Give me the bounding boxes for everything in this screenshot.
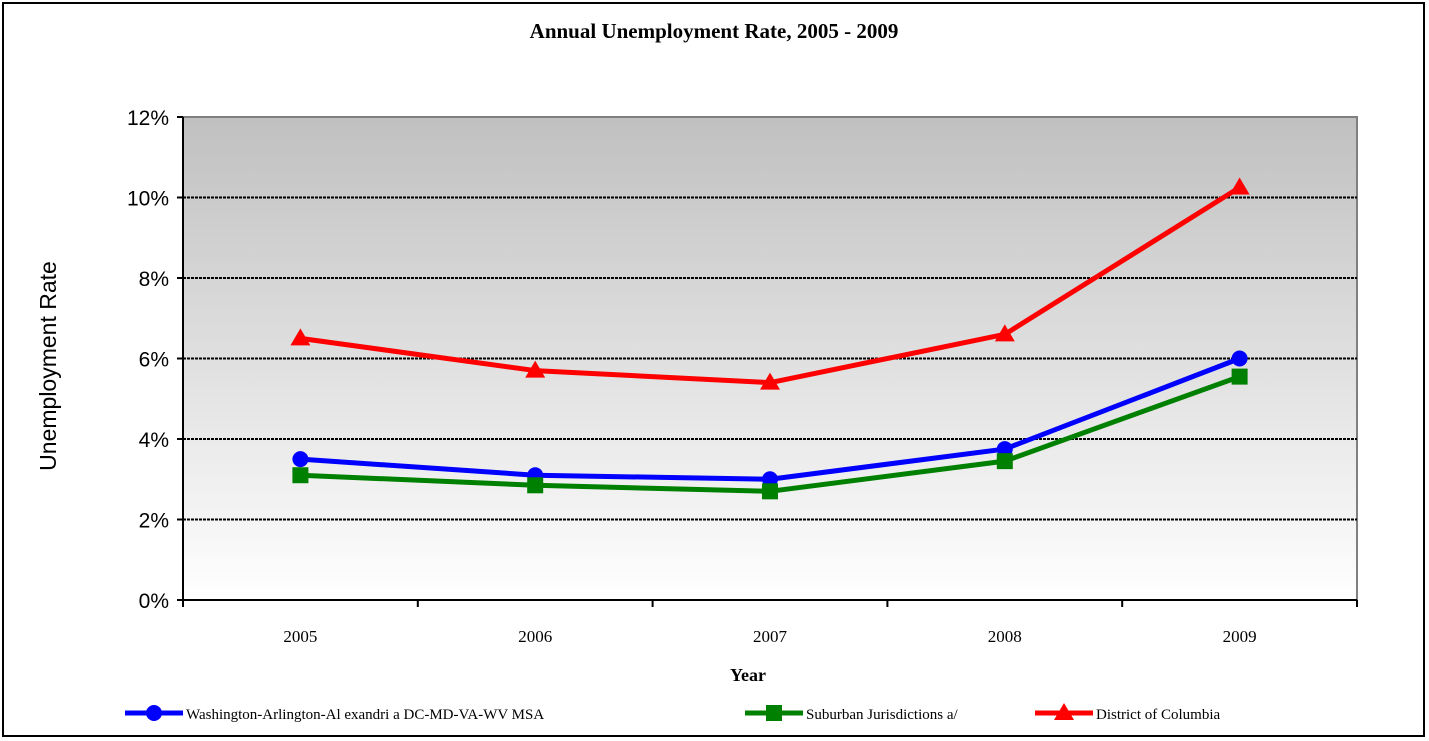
data-point [290,328,311,346]
series-lines [290,177,1250,500]
chart-title: Annual Unemployment Rate, 2005 - 2009 [530,19,899,43]
x-tick-label: 2008 [988,627,1022,646]
legend-marker [146,705,162,721]
x-tick-label: 2005 [283,627,317,646]
data-point [292,467,309,484]
data-point [1231,368,1248,385]
y-tick-label: 0% [139,590,169,613]
y-tick-label: 8% [139,268,169,291]
legend-label: Suburban Jurisdictions a/ [806,707,958,723]
legend-label: Washington-Arlington-Al exandri a DC-MD-… [186,707,544,723]
data-point [994,324,1015,342]
series-circle [292,350,1248,488]
series-square [292,368,1248,500]
data-point [996,453,1013,470]
data-point [762,483,778,500]
data-point [525,360,546,378]
legend-item: Washington-Arlington-Al exandri a DC-MD-… [125,705,544,723]
gridlines [183,196,1357,521]
series-triangle [290,177,1250,390]
y-tick-label: 4% [139,429,169,452]
y-axis-label: Unemployment Rate [35,261,61,471]
y-tick-label: 12% [127,107,169,130]
data-point [527,477,544,494]
data-point [1229,177,1250,195]
legend: Washington-Arlington-Al exandri a DC-MD-… [125,703,1220,723]
x-tick-label: 2007 [753,627,788,646]
y-tick-labels: 0% 2% 4% 6% 8% 10% 12% [127,107,169,613]
x-tick-label: 2009 [1223,627,1257,646]
data-point [996,441,1013,458]
data-point [292,451,309,468]
y-tick-label: 10% [127,188,169,211]
data-point [760,372,780,390]
legend-item: District of Columbia [1035,703,1220,723]
legend-marker [1054,703,1074,720]
x-axis-label: Year [730,665,766,685]
x-tick-labels: 2005 2006 2007 2008 2009 [283,627,1256,646]
y-tick-label: 2% [139,510,169,533]
legend-marker [766,705,782,721]
y-tick-label: 6% [139,349,169,372]
x-tick-label: 2006 [518,627,552,646]
data-point [1231,350,1248,367]
legend-item: Suburban Jurisdictions a/ [745,705,958,723]
data-point [762,471,778,488]
axes [177,116,1358,607]
legend-label: District of Columbia [1096,707,1220,723]
